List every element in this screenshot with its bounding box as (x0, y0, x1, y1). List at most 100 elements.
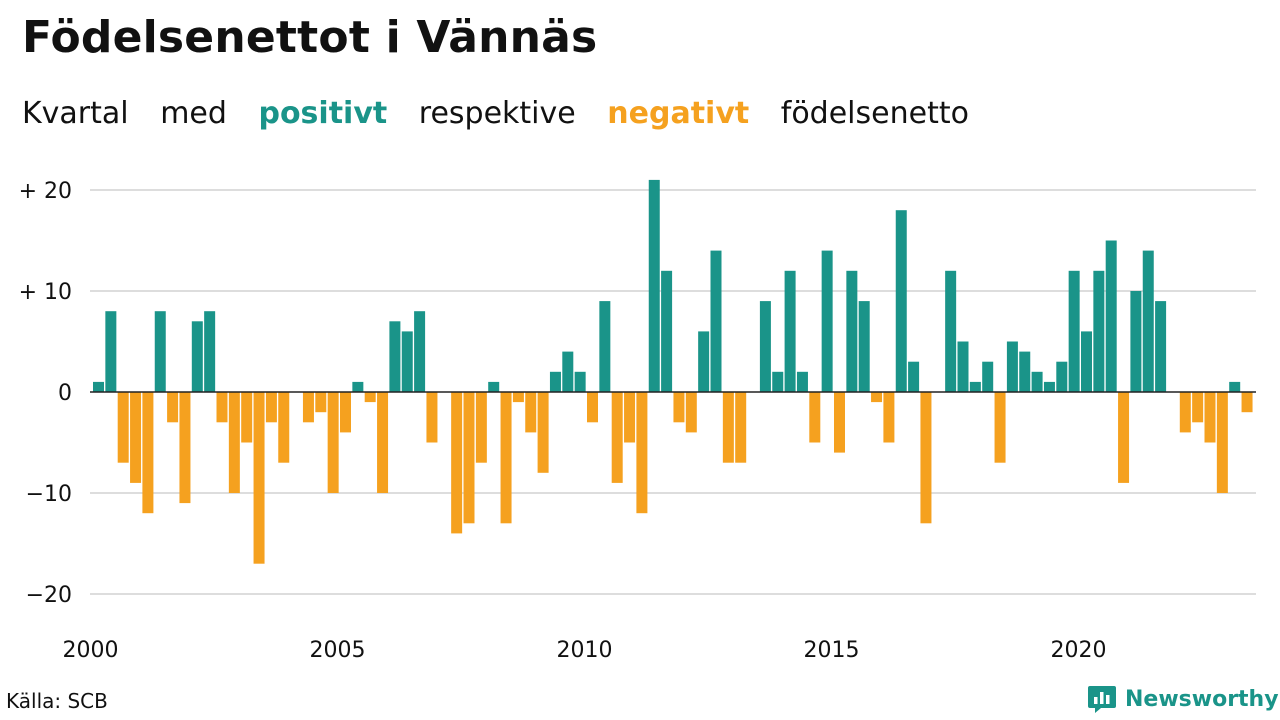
bar (562, 351, 574, 392)
bar (265, 392, 277, 423)
bar (142, 392, 154, 514)
bar (698, 331, 710, 392)
bar (1081, 331, 1092, 392)
bar (1056, 361, 1068, 392)
bar (525, 392, 537, 433)
bar (772, 371, 784, 392)
bar (426, 392, 438, 443)
newsworthy-logo: Newsworthy (1087, 684, 1279, 714)
bar (969, 381, 981, 392)
bar (1031, 371, 1043, 392)
bar (1105, 240, 1117, 392)
bar (735, 392, 747, 463)
bar (834, 392, 845, 453)
bar (796, 371, 808, 392)
chart-subtitle: Kvartal med positivt respektive negativt… (22, 96, 991, 131)
bar (908, 361, 920, 392)
bar (389, 321, 401, 392)
bar (327, 392, 339, 493)
y-tick-label: + 20 (19, 179, 72, 204)
bar (241, 392, 253, 443)
bar (945, 270, 957, 392)
bar (93, 381, 104, 392)
bar (1229, 381, 1241, 392)
subtitle-text-3: respektive (418, 96, 576, 131)
bar (302, 392, 314, 423)
bar (994, 392, 1006, 463)
bar (1118, 392, 1130, 483)
bar (957, 341, 969, 392)
bar (846, 270, 858, 392)
bar (599, 301, 611, 392)
bar (315, 392, 327, 413)
subtitle-text-4: födelsenetto (780, 96, 969, 131)
bar (920, 392, 932, 524)
bar (759, 301, 771, 392)
x-tick-label: 2010 (557, 638, 613, 663)
bar (463, 392, 475, 524)
subtitle-negative: negativt (607, 96, 750, 131)
bar (648, 179, 660, 392)
bar (982, 361, 994, 392)
bar (228, 392, 240, 493)
bar (1179, 392, 1191, 433)
y-tick-label: −20 (26, 583, 72, 608)
subtitle-text-2: med (160, 96, 227, 131)
x-tick-label: 2000 (63, 638, 119, 663)
bar (1093, 270, 1105, 392)
bar (549, 371, 561, 392)
bar (574, 371, 586, 392)
bar (488, 381, 500, 392)
bar (1068, 270, 1080, 392)
bar (500, 392, 512, 524)
bar (117, 392, 129, 463)
bar (624, 392, 636, 443)
bar (352, 381, 364, 392)
y-tick-label: −10 (26, 482, 72, 507)
bar (216, 392, 228, 423)
bar (1019, 351, 1031, 392)
bar (364, 392, 376, 403)
bar (611, 392, 623, 483)
bar (105, 311, 117, 392)
bar (191, 321, 203, 392)
bar (784, 270, 796, 392)
bar (1204, 392, 1216, 443)
bar (340, 392, 351, 433)
bar (401, 331, 413, 392)
bar (587, 392, 598, 423)
bar (883, 392, 895, 443)
bar (475, 392, 487, 463)
subtitle-text-1: Kvartal (22, 96, 129, 131)
bar (673, 392, 685, 423)
bar (858, 301, 870, 392)
bar (871, 392, 883, 403)
bar (1192, 392, 1204, 423)
y-tick-label: 0 (58, 381, 72, 406)
bar (1241, 392, 1253, 413)
logo-text: Newsworthy (1125, 686, 1279, 712)
bar (278, 392, 290, 463)
x-tick-label: 2015 (804, 638, 860, 663)
bar (1155, 301, 1167, 392)
bar (512, 392, 524, 403)
bar (1043, 381, 1055, 392)
bar (636, 392, 648, 514)
bar (253, 392, 265, 564)
bar (685, 392, 697, 433)
bar-chart-speech-bubble-icon (1088, 686, 1116, 713)
bar-chart: + 20 + 10 0 −10 −20 2000 2005 2010 2015 2020 (19, 179, 1256, 663)
bar (204, 311, 216, 392)
bar (167, 392, 179, 423)
source-note: Källa: SCB (6, 689, 108, 713)
bar (710, 250, 722, 392)
bar (1216, 392, 1228, 493)
bar (377, 392, 389, 493)
bar (451, 392, 463, 534)
chart-title: Födelsenettot i Vännäs (22, 12, 598, 63)
bar (821, 250, 833, 392)
bar (661, 270, 673, 392)
bar (130, 392, 142, 483)
subtitle-positive: positivt (258, 96, 388, 131)
bar (1130, 291, 1142, 392)
